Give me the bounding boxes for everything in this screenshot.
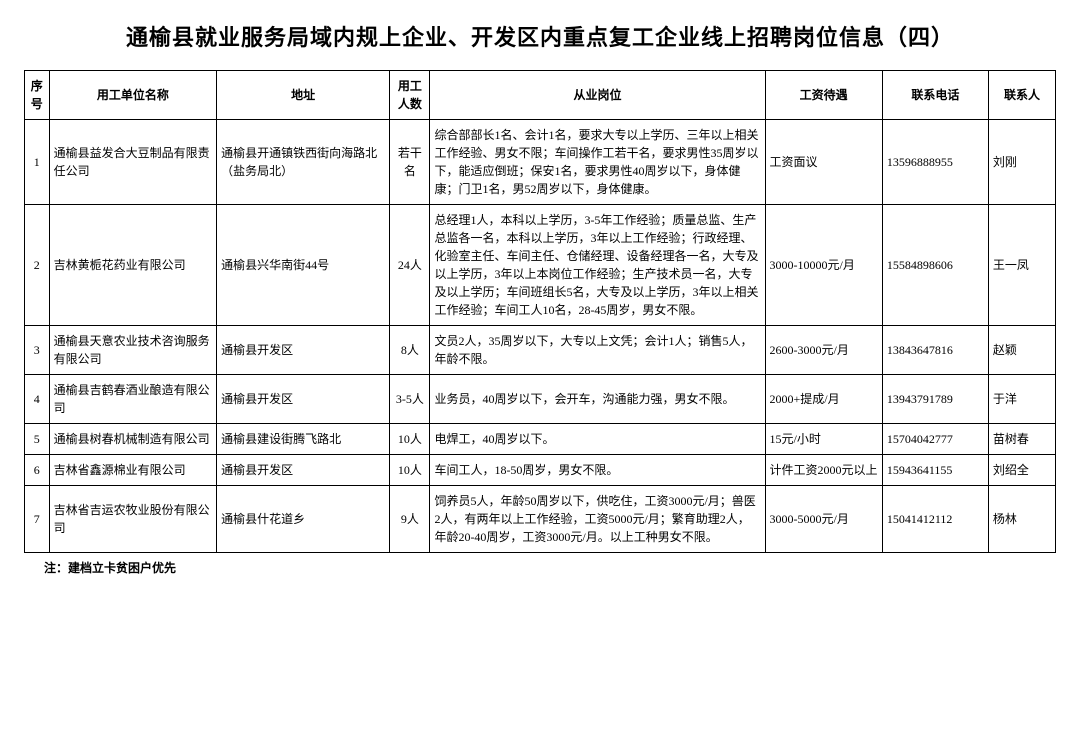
cell-address: 通榆县兴华南街44号 (217, 205, 390, 326)
cell-index: 3 (25, 326, 50, 375)
cell-company: 通榆县吉鹤春酒业酿造有限公司 (49, 375, 217, 424)
cell-index: 7 (25, 486, 50, 553)
table-row: 7吉林省吉运农牧业股份有限公司通榆县什花道乡9人饲养员5人，年龄50周岁以下，供… (25, 486, 1056, 553)
col-header-phone: 联系电话 (882, 71, 988, 120)
cell-contact: 刘刚 (988, 120, 1055, 205)
col-header-company: 用工单位名称 (49, 71, 217, 120)
cell-job: 业务员，40周岁以下，会开车，沟通能力强，男女不限。 (430, 375, 765, 424)
footnote: 注：建档立卡贫困户优先 (24, 559, 1056, 576)
cell-salary: 3000-10000元/月 (765, 205, 882, 326)
cell-count: 若干名 (390, 120, 430, 205)
cell-address: 通榆县什花道乡 (217, 486, 390, 553)
cell-address: 通榆县开发区 (217, 455, 390, 486)
cell-company: 吉林黄栀花药业有限公司 (49, 205, 217, 326)
cell-phone: 15584898606 (882, 205, 988, 326)
cell-job: 饲养员5人，年龄50周岁以下，供吃住，工资3000元/月；兽医2人，有两年以上工… (430, 486, 765, 553)
cell-count: 3-5人 (390, 375, 430, 424)
cell-company: 吉林省吉运农牧业股份有限公司 (49, 486, 217, 553)
cell-contact: 刘绍全 (988, 455, 1055, 486)
table-row: 3通榆县天意农业技术咨询服务有限公司通榆县开发区8人文员2人，35周岁以下，大专… (25, 326, 1056, 375)
cell-count: 10人 (390, 424, 430, 455)
cell-index: 2 (25, 205, 50, 326)
job-posting-table: 序号 用工单位名称 地址 用工人数 从业岗位 工资待遇 联系电话 联系人 1通榆… (24, 70, 1056, 553)
cell-phone: 13596888955 (882, 120, 988, 205)
cell-contact: 王一凤 (988, 205, 1055, 326)
cell-phone: 13843647816 (882, 326, 988, 375)
cell-phone: 15041412112 (882, 486, 988, 553)
cell-salary: 15元/小时 (765, 424, 882, 455)
cell-count: 24人 (390, 205, 430, 326)
cell-job: 综合部部长1名、会计1名，要求大专以上学历、三年以上相关工作经验、男女不限；车间… (430, 120, 765, 205)
table-row: 2吉林黄栀花药业有限公司通榆县兴华南街44号24人总经理1人，本科以上学历，3-… (25, 205, 1056, 326)
cell-company: 通榆县天意农业技术咨询服务有限公司 (49, 326, 217, 375)
cell-salary: 3000-5000元/月 (765, 486, 882, 553)
cell-salary: 2600-3000元/月 (765, 326, 882, 375)
col-header-salary: 工资待遇 (765, 71, 882, 120)
cell-count: 8人 (390, 326, 430, 375)
cell-contact: 于洋 (988, 375, 1055, 424)
cell-count: 9人 (390, 486, 430, 553)
cell-index: 4 (25, 375, 50, 424)
page-title: 通榆县就业服务局域内规上企业、开发区内重点复工企业线上招聘岗位信息（四） (24, 20, 1056, 52)
col-header-job: 从业岗位 (430, 71, 765, 120)
cell-address: 通榆县建设街腾飞路北 (217, 424, 390, 455)
cell-company: 吉林省鑫源棉业有限公司 (49, 455, 217, 486)
cell-address: 通榆县开通镇铁西街向海路北（盐务局北） (217, 120, 390, 205)
table-header-row: 序号 用工单位名称 地址 用工人数 从业岗位 工资待遇 联系电话 联系人 (25, 71, 1056, 120)
cell-job: 总经理1人，本科以上学历，3-5年工作经验；质量总监、生产总监各一名，本科以上学… (430, 205, 765, 326)
cell-job: 电焊工，40周岁以下。 (430, 424, 765, 455)
col-header-contact: 联系人 (988, 71, 1055, 120)
table-row: 1通榆县益发合大豆制品有限责任公司通榆县开通镇铁西街向海路北（盐务局北）若干名综… (25, 120, 1056, 205)
cell-address: 通榆县开发区 (217, 326, 390, 375)
cell-salary: 计件工资2000元以上 (765, 455, 882, 486)
cell-address: 通榆县开发区 (217, 375, 390, 424)
cell-contact: 杨林 (988, 486, 1055, 553)
cell-count: 10人 (390, 455, 430, 486)
cell-contact: 苗树春 (988, 424, 1055, 455)
col-header-count: 用工人数 (390, 71, 430, 120)
cell-index: 6 (25, 455, 50, 486)
cell-salary: 2000+提成/月 (765, 375, 882, 424)
table-row: 5通榆县树春机械制造有限公司通榆县建设街腾飞路北10人电焊工，40周岁以下。15… (25, 424, 1056, 455)
table-row: 4通榆县吉鹤春酒业酿造有限公司通榆县开发区3-5人业务员，40周岁以下，会开车，… (25, 375, 1056, 424)
cell-salary: 工资面议 (765, 120, 882, 205)
cell-phone: 15704042777 (882, 424, 988, 455)
cell-company: 通榆县树春机械制造有限公司 (49, 424, 217, 455)
cell-job: 车间工人，18-50周岁，男女不限。 (430, 455, 765, 486)
cell-company: 通榆县益发合大豆制品有限责任公司 (49, 120, 217, 205)
table-row: 6吉林省鑫源棉业有限公司通榆县开发区10人车间工人，18-50周岁，男女不限。计… (25, 455, 1056, 486)
cell-index: 1 (25, 120, 50, 205)
col-header-address: 地址 (217, 71, 390, 120)
cell-job: 文员2人，35周岁以下，大专以上文凭；会计1人；销售5人，年龄不限。 (430, 326, 765, 375)
cell-index: 5 (25, 424, 50, 455)
cell-phone: 15943641155 (882, 455, 988, 486)
col-header-index: 序号 (25, 71, 50, 120)
cell-contact: 赵颖 (988, 326, 1055, 375)
cell-phone: 13943791789 (882, 375, 988, 424)
table-body: 1通榆县益发合大豆制品有限责任公司通榆县开通镇铁西街向海路北（盐务局北）若干名综… (25, 120, 1056, 553)
